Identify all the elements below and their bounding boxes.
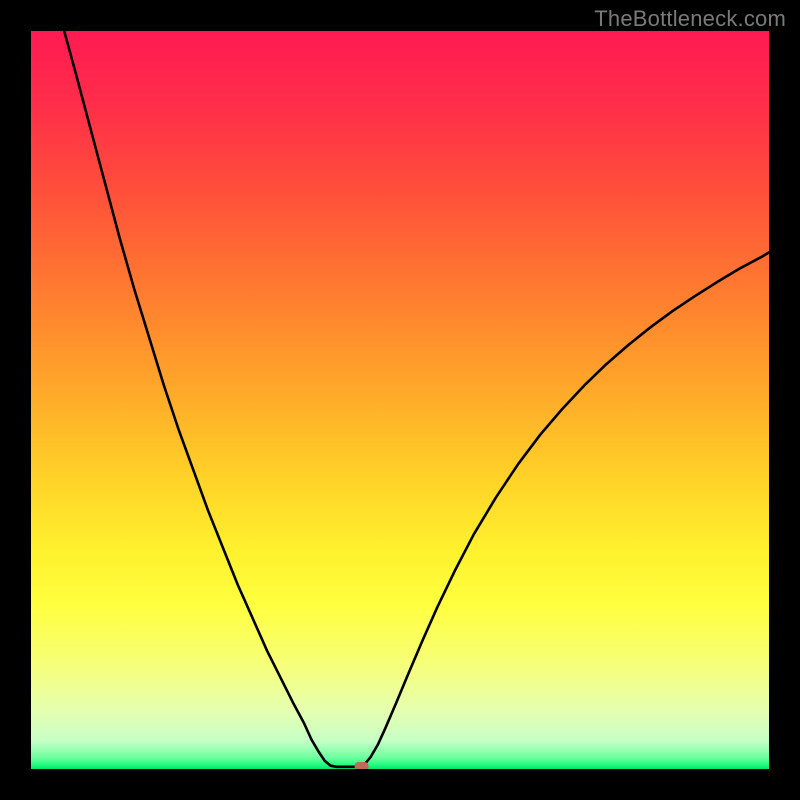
optimum-marker bbox=[355, 762, 369, 769]
bottleneck-chart bbox=[31, 31, 769, 769]
outer-frame: TheBottleneck.com bbox=[0, 0, 800, 800]
watermark-text: TheBottleneck.com bbox=[594, 6, 786, 32]
plot-background bbox=[31, 31, 769, 769]
